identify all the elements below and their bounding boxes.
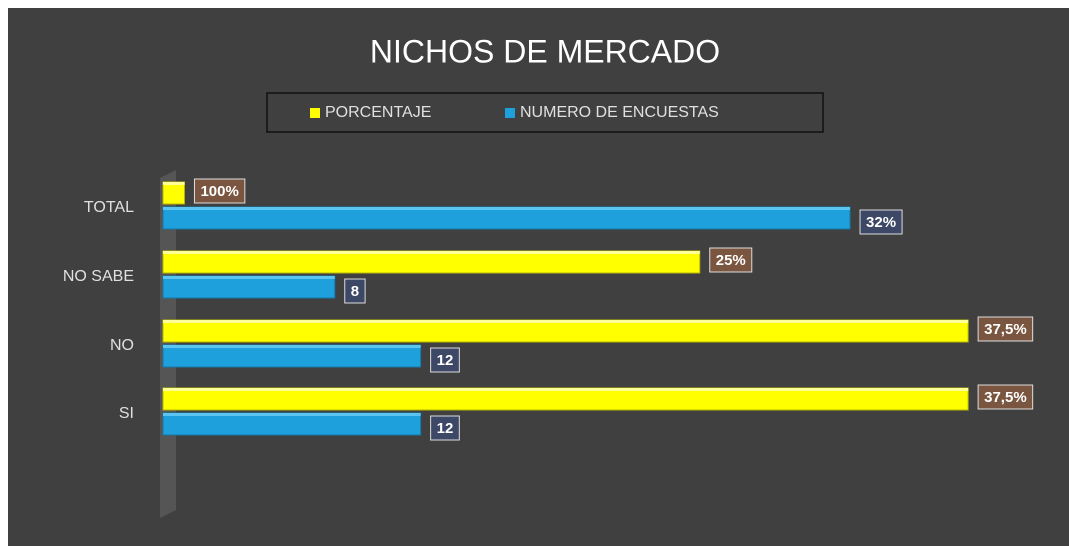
data-label-box [344,278,366,304]
data-label-box [430,415,460,441]
bar [162,181,185,205]
legend-box [266,92,824,133]
bar-highlight [163,345,421,348]
data-label: 12 [437,420,454,437]
bar [162,412,422,436]
y-tick-label: NO SABE [63,268,134,285]
bar [162,319,969,343]
bar [162,250,701,274]
chart-title: NICHOS DE MERCADO [370,33,720,69]
legend-label: PORCENTAJE [325,104,431,121]
bar [162,387,969,411]
y-tick-label: NO [110,337,134,354]
y-tick-label: TOTAL [84,199,134,216]
y-tick-label: SI [119,405,134,422]
bar-highlight [163,276,335,279]
bar-highlight [163,413,421,416]
bar [162,206,851,230]
legend-swatch [505,108,515,118]
data-label: 37,5% [984,389,1027,406]
bar-highlight [163,320,969,323]
bar [162,275,336,299]
data-label-box [193,178,246,204]
bar-highlight [163,388,969,391]
data-label: 37,5% [984,321,1027,338]
legend-label: NUMERO DE ENCUESTAS [520,104,719,121]
data-label: 25% [716,252,746,269]
data-label: 32% [866,214,896,231]
data-label: 100% [200,183,238,200]
data-label: 12 [437,352,454,369]
data-label-box [977,384,1034,410]
data-label: 8 [351,283,359,300]
data-label-box [430,347,460,373]
data-label-box [977,316,1034,342]
bar-highlight [163,182,185,185]
bar-highlight [163,207,851,210]
data-label-box [709,247,753,273]
bar-highlight [163,251,700,254]
legend-swatch [310,108,320,118]
data-label-box [859,209,903,235]
bar [162,344,422,368]
